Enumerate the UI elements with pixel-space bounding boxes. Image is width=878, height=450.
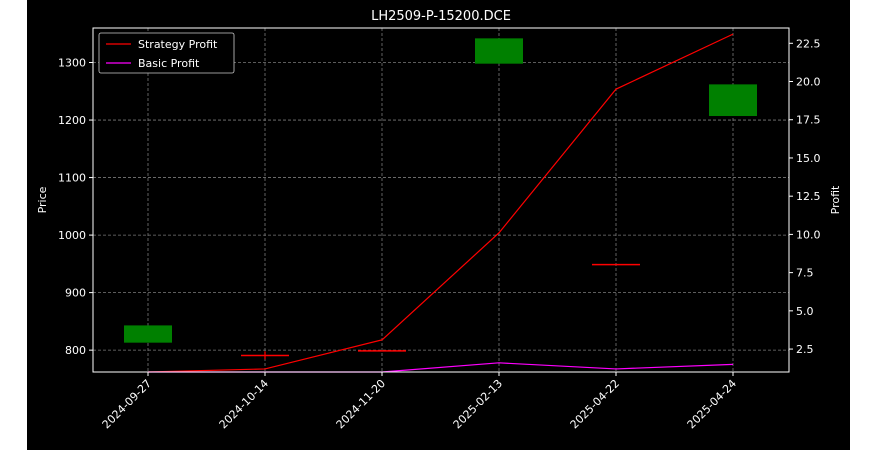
x-tick-label: 2024-10-14	[217, 377, 271, 431]
y-left-tick-label: 800	[65, 344, 86, 357]
x-tick-label: 2025-02-13	[451, 377, 505, 431]
y-right-axis-label: Profit	[829, 185, 842, 214]
y-left-tick-label: 900	[65, 287, 86, 300]
series-line-strategy-profit	[147, 33, 734, 373]
plot-frame	[92, 27, 790, 373]
candle-body	[124, 325, 172, 343]
chart-svg: 800 900 1000 1100 1200 1300 2.5 5.0 7.5 10.0 12.5 1…	[36, 9, 842, 431]
y-left-tick-label: 1300	[58, 57, 86, 70]
y-right-tick-label: 2.5	[796, 343, 814, 356]
candle-body	[358, 350, 406, 352]
legend-label: Basic Profit	[138, 57, 200, 70]
candle-body	[709, 84, 757, 117]
y-left-tick-label: 1100	[58, 172, 86, 185]
y-right-tick-label: 22.5	[796, 37, 821, 50]
chart-title: LH2509-P-15200.DCE	[371, 9, 511, 24]
y-left-axis-label: Price	[36, 186, 49, 213]
x-tick-label: 2025-04-22	[568, 377, 622, 431]
x-tick-label: 2024-09-27	[100, 377, 154, 431]
candle-body	[475, 38, 523, 64]
candle-body	[592, 263, 640, 266]
legend-label: Strategy Profit	[138, 38, 218, 51]
y-left-tick-label: 1200	[58, 114, 86, 127]
y-right-tick-label: 10.0	[796, 228, 821, 241]
y-right-tick-label: 17.5	[796, 114, 821, 127]
x-tick-label: 2024-11-20	[334, 377, 388, 431]
y-right-tick-label: 15.0	[796, 152, 821, 165]
series-line-basic-profit	[148, 362, 734, 373]
y-right-tick-label: 5.0	[796, 305, 814, 318]
y-right-tick-label: 20.0	[796, 76, 821, 89]
y-left-tick-label: 1000	[58, 229, 86, 242]
x-tick-label: 2025-04-24	[685, 377, 739, 431]
candle-body	[241, 354, 289, 357]
chart-figure: 800 900 1000 1100 1200 1300 2.5 5.0 7.5 10.0 12.5 1…	[27, 0, 850, 450]
y-right-tick-label: 12.5	[796, 190, 821, 203]
y-right-tick-label: 7.5	[796, 267, 814, 280]
legend-box	[98, 32, 235, 74]
